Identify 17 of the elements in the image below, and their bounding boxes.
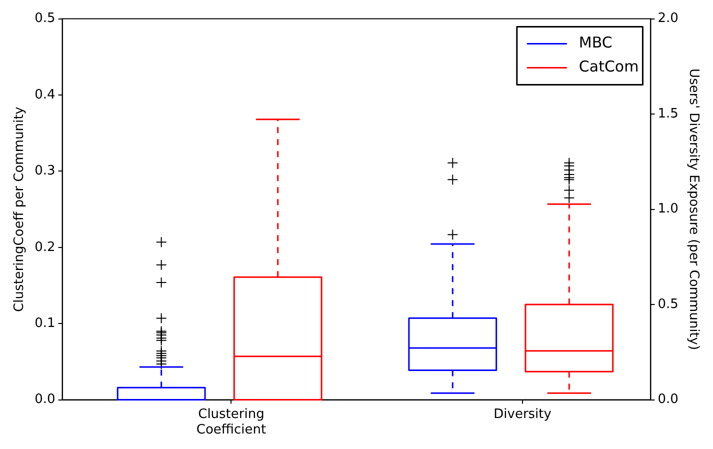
y-tick-label: 0.0	[34, 392, 56, 408]
y-tick-label: 0.4	[34, 87, 56, 102]
legend-label: CatCom	[578, 58, 639, 76]
y2-tick-label: 2.0	[658, 11, 678, 26]
y-tick-label: 0.2	[34, 240, 56, 255]
y-tick-label: 0.5	[34, 11, 56, 26]
x-tick-label: Clustering Coefficient	[196, 406, 266, 438]
y2-tick-label: 0.0	[658, 392, 678, 408]
y-tick-label: 0.1	[34, 316, 56, 331]
y2-tick-label: 1.5	[658, 106, 678, 122]
legend-label: MBC	[578, 34, 612, 52]
y2-axis-title: Users' Diversity Exposure (per Community)	[686, 68, 701, 350]
y-axis-title: ClusteringCoeff per Community	[12, 106, 28, 312]
y2-tick-label: 1.0	[658, 202, 678, 217]
y2-tick-label: 0.5	[658, 296, 678, 312]
x-tick-label: Diversity	[494, 406, 552, 422]
y-tick-label: 0.3	[34, 164, 56, 179]
